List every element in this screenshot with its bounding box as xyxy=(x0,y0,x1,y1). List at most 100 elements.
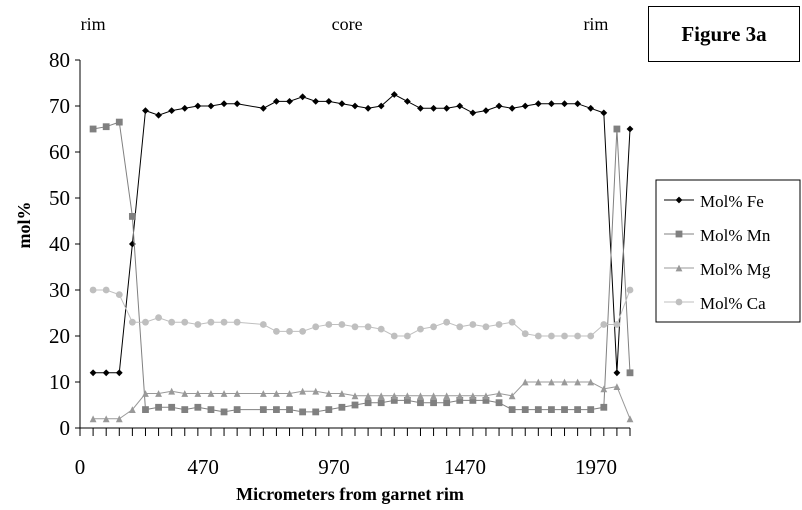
data-point xyxy=(600,321,608,328)
data-point xyxy=(142,107,149,114)
data-point xyxy=(613,321,621,328)
data-point xyxy=(430,104,437,112)
data-point xyxy=(600,385,608,393)
legend-item: Mol% Ca xyxy=(664,294,766,313)
data-point xyxy=(128,318,136,326)
data-point xyxy=(115,415,123,423)
data-point xyxy=(155,111,162,119)
data-point xyxy=(443,392,451,400)
data-point xyxy=(430,392,437,400)
data-point xyxy=(155,314,162,321)
data-point xyxy=(233,100,241,108)
data-point xyxy=(675,264,683,272)
y-tick-label: 20 xyxy=(49,324,70,348)
data-point xyxy=(469,397,477,404)
data-point xyxy=(220,408,228,416)
data-point xyxy=(377,399,385,407)
data-point xyxy=(430,323,437,331)
data-point xyxy=(417,399,424,407)
x-tick-label: 970 xyxy=(318,455,350,479)
data-point xyxy=(299,408,307,416)
data-point xyxy=(403,392,411,400)
axes: 0 10 20 30 40 50 60 70 80 0 470 970 1470 1970 Micromet… xyxy=(14,48,631,504)
data-point xyxy=(312,408,320,416)
data-point xyxy=(325,406,333,413)
data-point xyxy=(102,369,110,377)
data-point xyxy=(312,387,320,395)
y-tick-label: 10 xyxy=(49,370,70,394)
data-point xyxy=(417,325,424,333)
x-tick-label: 0 xyxy=(75,455,86,479)
y-tick-label: 0 xyxy=(60,416,71,440)
data-point xyxy=(89,125,97,133)
data-point xyxy=(364,392,372,400)
data-point xyxy=(377,102,385,110)
data-point xyxy=(469,109,477,117)
y-tick-label: 30 xyxy=(49,278,70,302)
data-point xyxy=(469,321,477,328)
data-point xyxy=(548,406,555,413)
data-point xyxy=(325,98,333,105)
x-tick-label: 1470 xyxy=(444,455,486,479)
data-point xyxy=(220,390,228,397)
annotation-label: rim xyxy=(583,14,608,34)
y-tick-label: 80 xyxy=(49,48,70,72)
y-tick-label: 50 xyxy=(49,186,70,210)
data-point xyxy=(168,403,176,411)
data-point xyxy=(390,91,398,98)
data-point xyxy=(482,392,490,400)
figure-label-box: Figure 3a xyxy=(648,6,800,62)
legend: Mol% Fe Mol% Mn Mol% Mg Mol% Ca xyxy=(655,179,801,323)
data-point xyxy=(181,406,189,413)
data-point xyxy=(574,406,582,413)
data-point xyxy=(548,378,555,386)
data-point xyxy=(259,104,267,112)
data-point xyxy=(626,415,634,423)
data-point xyxy=(482,323,490,331)
data-point xyxy=(508,318,516,326)
data-point xyxy=(561,406,568,413)
series-layer xyxy=(89,91,634,423)
data-point xyxy=(508,104,516,112)
data-point xyxy=(89,415,97,423)
data-point xyxy=(521,330,529,338)
data-point xyxy=(403,397,411,404)
data-point xyxy=(233,406,241,413)
data-point xyxy=(521,102,529,110)
legend-label: Mol% Fe xyxy=(700,192,764,211)
data-point xyxy=(626,286,634,294)
data-point xyxy=(194,403,202,411)
series-line xyxy=(93,93,631,374)
data-point xyxy=(194,321,202,328)
data-point xyxy=(600,403,608,411)
y-tick-label: 40 xyxy=(49,232,70,256)
data-point xyxy=(128,213,136,220)
data-point xyxy=(508,406,516,413)
data-point xyxy=(168,318,176,326)
data-point xyxy=(207,318,215,326)
data-point xyxy=(403,98,411,105)
data-point xyxy=(587,332,595,340)
data-point xyxy=(443,399,451,407)
data-point xyxy=(207,390,215,397)
data-point xyxy=(587,406,595,413)
legend-box xyxy=(655,179,801,323)
data-point xyxy=(561,378,568,386)
data-point xyxy=(181,390,189,397)
data-point xyxy=(482,107,490,114)
data-point xyxy=(286,328,293,335)
data-point xyxy=(259,406,267,413)
data-point xyxy=(312,323,320,331)
data-point xyxy=(675,298,683,306)
data-point xyxy=(273,390,280,397)
data-point xyxy=(168,107,176,114)
data-point xyxy=(351,401,359,409)
data-point xyxy=(456,323,464,331)
data-point xyxy=(273,98,280,105)
data-point xyxy=(430,399,437,407)
data-point xyxy=(181,318,189,326)
data-point xyxy=(443,104,451,112)
data-point xyxy=(390,397,398,404)
data-point xyxy=(128,406,136,413)
data-point xyxy=(102,123,110,131)
